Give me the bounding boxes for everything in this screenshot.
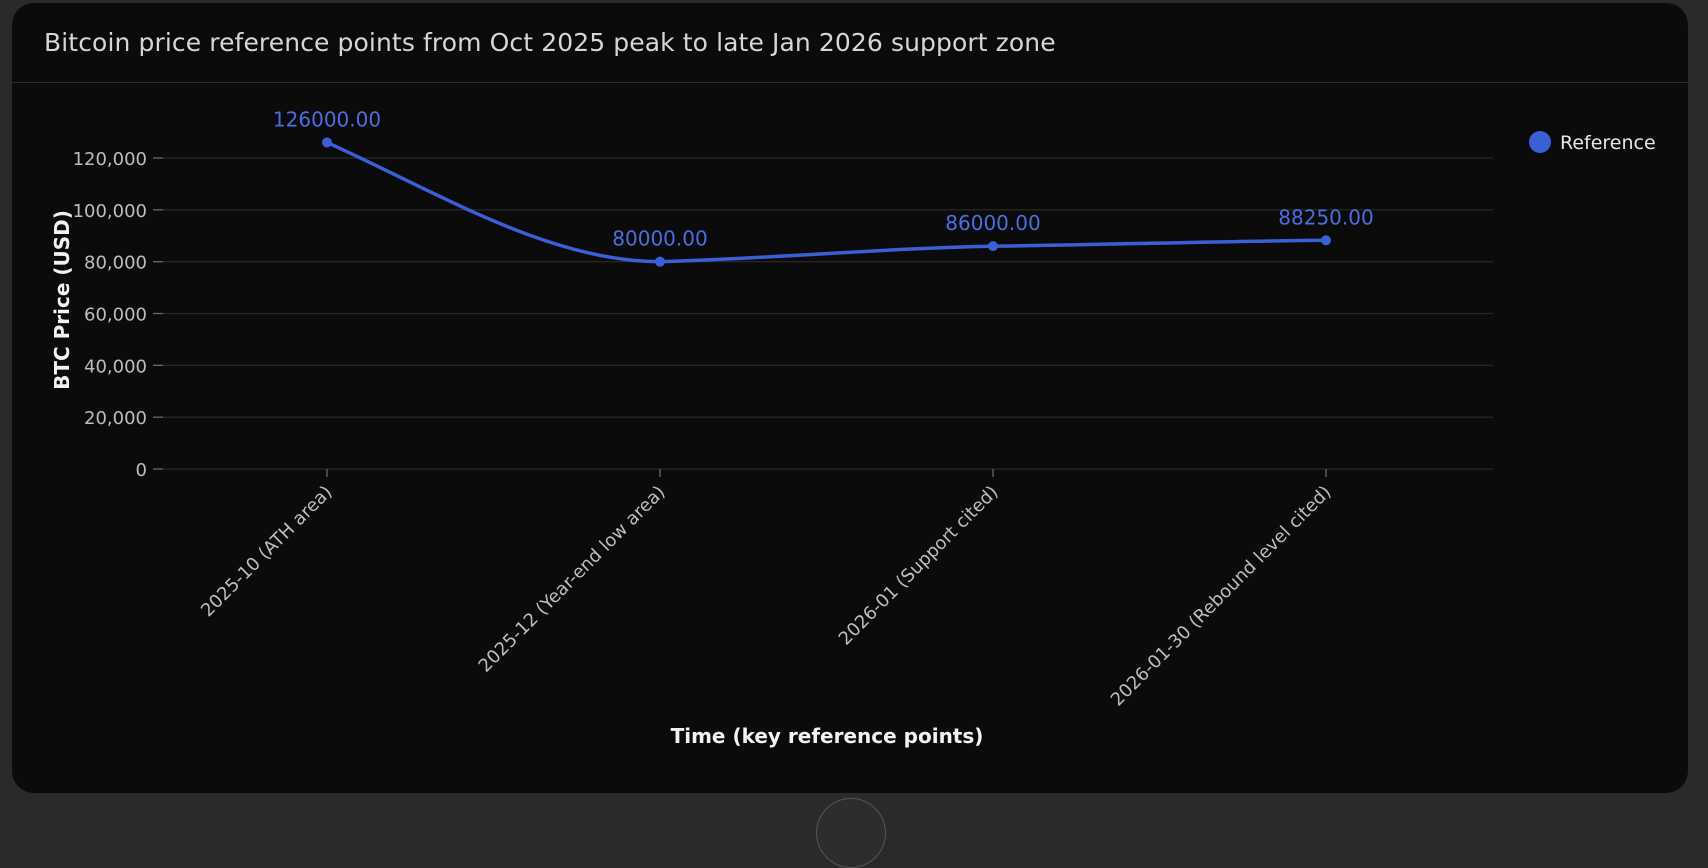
chart-title: Bitcoin price reference points from Oct … [44, 28, 1056, 57]
chart-card: Bitcoin price reference points from Oct … [12, 3, 1688, 793]
x-tick-label: 2025-12 (Year-end low area) [475, 482, 670, 677]
y-tick-label: 40,000 [84, 356, 147, 377]
card-header: Bitcoin price reference points from Oct … [12, 3, 1688, 83]
y-axis-label: BTC Price (USD) [50, 210, 74, 390]
gridlines [163, 157, 1493, 470]
x-axis-label: Time (key reference points) [671, 724, 984, 748]
data-label: 88250.00 [1278, 205, 1373, 229]
data-point[interactable] [1321, 235, 1331, 246]
line-chart: 020,00040,00060,00080,000100,000120,000 … [50, 107, 1656, 748]
y-tick-label: 20,000 [84, 408, 147, 429]
y-tick-label: 0 [136, 460, 147, 481]
data-point[interactable] [655, 256, 665, 267]
data-point[interactable] [322, 137, 332, 148]
legend-swatch [1529, 131, 1551, 153]
y-tick-label: 100,000 [73, 201, 147, 222]
y-axis-ticks: 0 20,000 40,000 60,000 80,000 100,000 120,000 [73, 149, 163, 481]
x-tick-label: 2026-01 (Support cited) [835, 482, 1003, 650]
data-points [322, 137, 1331, 267]
x-axis-ticks: 2025-10 (ATH area) 2025-12 (Year-end low … [197, 469, 1336, 710]
y-tick-label: 80,000 [84, 253, 147, 274]
x-tick-label: 2026-01-30 (Rebound level cited) [1107, 482, 1336, 711]
y-tick-label: 60,000 [84, 305, 147, 326]
series-line-reference [325, 140, 1328, 264]
data-label: 86000.00 [945, 211, 1040, 235]
data-labels: 126000.00 80000.00 86000.00 88250.00 [273, 107, 1374, 250]
y-tick-label: 120,000 [73, 149, 147, 170]
data-point[interactable] [988, 241, 998, 252]
scroll-indicator[interactable] [816, 798, 886, 868]
legend[interactable]: Reference [1529, 131, 1656, 154]
data-label: 80000.00 [612, 227, 707, 251]
data-label: 126000.00 [273, 107, 381, 131]
x-tick-label: 2025-10 (ATH area) [197, 482, 337, 622]
legend-label: Reference [1560, 132, 1656, 154]
